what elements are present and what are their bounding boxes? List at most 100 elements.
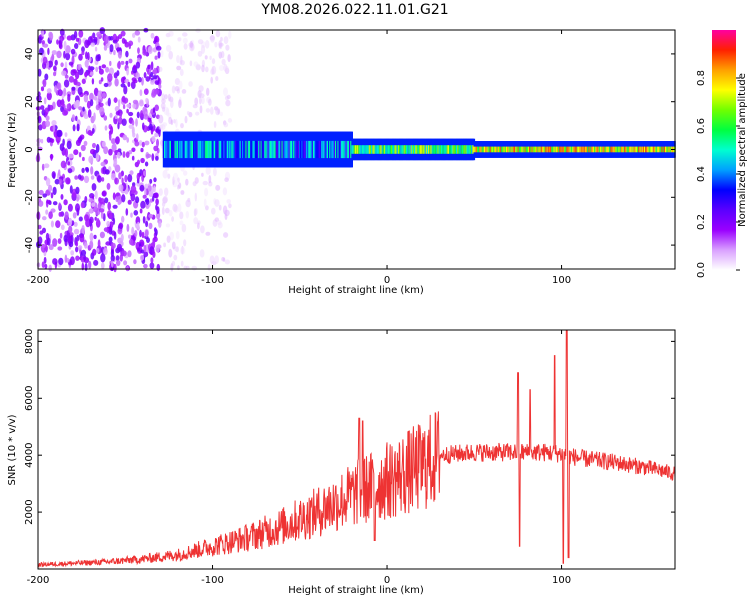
- heatmap-cell: [205, 166, 211, 175]
- heatmap-cell: [111, 230, 116, 236]
- heatmap-cell: [224, 259, 230, 265]
- heatmap-cell: [103, 213, 106, 222]
- heatmap-cell: [130, 193, 136, 202]
- heatmap-cell: [76, 123, 80, 132]
- heatmap-cell: [101, 64, 107, 69]
- heatmap-cell: [180, 246, 186, 255]
- heatmap-cell: [133, 210, 139, 216]
- heatmap-cell: [162, 122, 168, 127]
- heatmap-cell: [128, 43, 131, 50]
- heatmap-cell: [137, 47, 140, 54]
- heatmap-cell: [139, 184, 145, 192]
- heatmap-cell: [211, 58, 216, 65]
- heatmap-cell: [150, 32, 155, 39]
- heatmap-cell: [144, 140, 150, 146]
- heatmap-cell: [126, 67, 129, 76]
- heatmap-cell: [83, 94, 89, 103]
- heatmap-cell: [108, 212, 113, 220]
- heatmap-cell: [54, 59, 58, 66]
- heatmap-cell: [197, 222, 200, 230]
- heatmap-cell: [41, 261, 45, 269]
- heatmap-cell: [170, 99, 174, 109]
- heatmap-cell: [158, 66, 163, 72]
- heatmap-cell: [179, 220, 184, 226]
- heatmap-cell: [131, 119, 135, 126]
- heatmap-cell: [93, 36, 98, 43]
- heatmap-cell: [96, 31, 102, 37]
- heatmap-cell: [46, 91, 52, 101]
- heatmap-cell: [208, 98, 212, 106]
- heatmap-cell: [75, 246, 79, 253]
- heatmap-cell: [136, 133, 139, 140]
- heatmap-cell: [199, 105, 203, 114]
- heatmap-cell: [201, 64, 205, 73]
- heatmap-cell: [166, 235, 171, 243]
- heatmap-cell: [161, 201, 166, 207]
- heatmap-cell: [104, 125, 108, 131]
- heatmap-cell: [73, 149, 79, 156]
- heatmap-cell: [220, 36, 223, 42]
- heatmap-cell: [42, 78, 47, 88]
- heatmap-cell: [101, 92, 106, 99]
- heatmap-cell: [221, 58, 226, 65]
- heatmap-cell: [125, 208, 129, 216]
- heatmap-cell: [57, 89, 63, 97]
- heatmap-cell: [198, 85, 204, 92]
- heatmap-cell: [123, 97, 129, 104]
- heatmap-cell: [151, 153, 155, 162]
- heatmap-cell: [130, 185, 137, 194]
- heatmap-cell: [120, 76, 126, 84]
- heatmap-cell: [123, 260, 128, 266]
- heatmap-cell: [117, 122, 120, 130]
- heatmap-cell: [117, 200, 121, 206]
- heatmap-cell: [197, 50, 203, 57]
- heatmap-cell: [58, 40, 62, 49]
- heatmap-cell: [67, 168, 73, 174]
- heatmap-cell: [157, 51, 161, 59]
- heatmap-cell: [84, 71, 88, 78]
- heatmap-cell: [52, 238, 58, 247]
- heatmap-cell: [81, 51, 85, 56]
- heatmap-region-signal-band: [473, 141, 676, 158]
- y-tick-label: -40: [24, 237, 35, 253]
- heatmap-cell: [210, 106, 214, 115]
- heatmap-cell: [173, 254, 178, 261]
- snr-panel: -200 -100 0 100 2000 4000 6000 8000 Height of s…: [7, 329, 676, 596]
- heatmap-cell: [147, 64, 151, 70]
- heatmap-cell: [91, 183, 97, 191]
- heatmap-cell: [178, 99, 182, 109]
- heatmap-cell: [38, 224, 42, 230]
- heatmap-cell: [171, 216, 175, 222]
- heatmap-cell: [99, 27, 106, 35]
- heatmap-cell: [40, 86, 45, 92]
- heatmap-cell: [142, 194, 147, 199]
- heatmap-cell: [99, 231, 105, 239]
- heatmap-cell: [223, 87, 228, 97]
- colorbar-tick-label: 0.8: [696, 70, 707, 86]
- heatmap-cell: [132, 32, 136, 38]
- heatmap-cell: [101, 141, 106, 148]
- heatmap-cell: [46, 199, 52, 204]
- heatmap-cell: [68, 76, 75, 83]
- heatmap-cell: [145, 153, 152, 158]
- heatmap-cell: [91, 127, 95, 134]
- heatmap-cell: [217, 108, 220, 115]
- heatmap-cell: [131, 226, 135, 236]
- heatmap-cell: [37, 115, 42, 124]
- heatmap-cell: [97, 239, 101, 249]
- heatmap-cell: [165, 223, 171, 228]
- heatmap-cell: [85, 167, 90, 173]
- heatmap-cell: [117, 99, 121, 108]
- heatmap-cell: [64, 148, 68, 158]
- x-tick-label: 0: [384, 275, 390, 286]
- heatmap-cell: [88, 260, 92, 269]
- heatmap-cell: [65, 45, 71, 54]
- heatmap-cell: [201, 96, 205, 105]
- heatmap-cell: [48, 104, 54, 111]
- heatmap-cell: [71, 86, 76, 91]
- heatmap-cell: [117, 151, 121, 159]
- heatmap-cell: [63, 234, 68, 243]
- heatmap-cell: [207, 264, 211, 272]
- heatmap-cell: [94, 216, 97, 221]
- heatmap-cell: [185, 178, 189, 186]
